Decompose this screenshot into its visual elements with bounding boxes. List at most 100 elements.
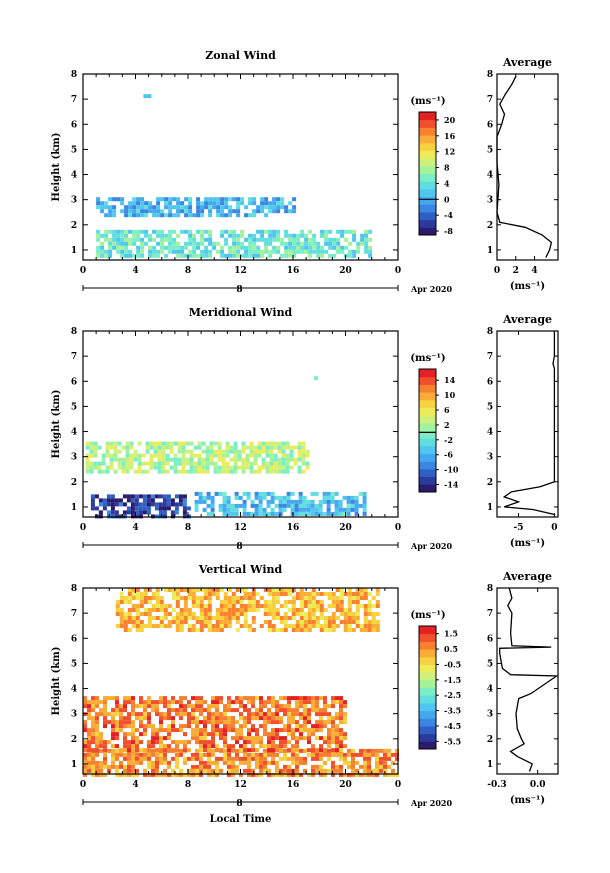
zonal-cell bbox=[272, 209, 277, 214]
vertical-cell bbox=[267, 608, 272, 612]
vertical-cell bbox=[287, 772, 291, 777]
vertical-cell bbox=[311, 700, 315, 705]
vertical-cell bbox=[363, 756, 367, 761]
vertical-cell bbox=[363, 592, 368, 596]
zonal-xtick-label: 12 bbox=[234, 266, 247, 276]
meridional-cell bbox=[277, 445, 282, 450]
meridional-cell bbox=[153, 445, 158, 450]
vertical-cell bbox=[199, 696, 203, 701]
vertical-cell bbox=[355, 624, 360, 628]
vertical-cell bbox=[147, 716, 151, 721]
vertical-cell bbox=[283, 628, 288, 632]
vertical-cell bbox=[135, 736, 139, 741]
meridional-cell bbox=[354, 503, 359, 508]
vertical-cell bbox=[319, 600, 324, 604]
meridional-cell bbox=[93, 441, 98, 446]
meridional-cell bbox=[289, 453, 294, 458]
zonal-cell bbox=[156, 213, 161, 218]
vertical-cell bbox=[235, 596, 240, 600]
zonal-cell bbox=[124, 249, 129, 254]
vertical-cell bbox=[103, 708, 107, 713]
vertical-cell bbox=[175, 708, 179, 713]
vertical-cell bbox=[187, 616, 192, 620]
zonal-cell bbox=[148, 205, 153, 210]
vertical-cell bbox=[395, 756, 399, 761]
vertical-cell bbox=[291, 628, 296, 632]
meridional-cell bbox=[149, 457, 154, 462]
zonal-cell bbox=[320, 249, 325, 254]
meridional-cell bbox=[246, 511, 251, 516]
meridional-cell bbox=[350, 507, 355, 512]
vertical-cell bbox=[203, 760, 207, 765]
vertical-cell bbox=[319, 736, 323, 741]
zonal-cell bbox=[236, 209, 241, 214]
vertical-cell bbox=[155, 700, 159, 705]
vertical-cell bbox=[295, 712, 299, 717]
zonal-cell bbox=[224, 237, 229, 242]
vertical-cell bbox=[127, 720, 131, 725]
meridional-cell bbox=[181, 449, 186, 454]
vertical-cell bbox=[99, 772, 103, 777]
vertical-cell bbox=[343, 612, 348, 616]
vertical-cell bbox=[91, 760, 95, 765]
meridional-cell bbox=[206, 511, 211, 516]
vertical-cell bbox=[143, 612, 148, 616]
vertical-cell bbox=[135, 752, 139, 757]
meridional-cell bbox=[157, 461, 162, 466]
vertical-cell bbox=[183, 732, 187, 737]
meridional-cell bbox=[142, 498, 147, 503]
meridional-cell bbox=[362, 491, 367, 496]
vertical-cell bbox=[203, 724, 207, 729]
vertical-cell bbox=[323, 712, 327, 717]
vertical-cell bbox=[139, 628, 144, 632]
vertical-cell bbox=[147, 612, 152, 616]
vertical-cell bbox=[339, 620, 344, 624]
vertical-cell bbox=[243, 756, 247, 761]
vertical-cell bbox=[283, 728, 287, 733]
zonal-cell bbox=[204, 245, 209, 250]
vertical-cell bbox=[211, 736, 215, 741]
zonal-cell bbox=[184, 241, 189, 246]
zonal-colorbar-swatch bbox=[419, 135, 436, 144]
zonal-colorbar-label: 12 bbox=[444, 147, 455, 157]
vertical-cell bbox=[351, 628, 356, 632]
vertical-cell bbox=[363, 616, 368, 620]
zonal-cell bbox=[188, 237, 193, 242]
meridional-cell bbox=[177, 461, 182, 466]
vertical-cell bbox=[331, 596, 336, 600]
vertical-cell bbox=[227, 744, 231, 749]
meridional-cell bbox=[301, 453, 306, 458]
vertical-cell bbox=[87, 716, 91, 721]
vertical-cell bbox=[371, 612, 376, 616]
vertical-cell bbox=[143, 732, 147, 737]
vertical-cell bbox=[195, 748, 199, 753]
vertical-cell bbox=[239, 760, 243, 765]
vertical-cell bbox=[131, 616, 136, 620]
vertical-cell bbox=[251, 772, 255, 777]
vertical-cell bbox=[283, 600, 288, 604]
meridional-cell bbox=[149, 461, 154, 466]
vertical-cell bbox=[131, 740, 135, 745]
vertical-cell bbox=[259, 624, 264, 628]
meridional-cell bbox=[165, 441, 170, 446]
meridional-cell bbox=[221, 453, 226, 458]
vertical-cell bbox=[283, 740, 287, 745]
vertical-cell bbox=[331, 704, 335, 709]
zonal-cell bbox=[332, 253, 337, 258]
vertical-cell bbox=[243, 588, 248, 592]
vertical-cell bbox=[151, 624, 156, 628]
vertical-cell bbox=[255, 752, 259, 757]
vertical-cell bbox=[139, 696, 143, 701]
vertical-cell bbox=[319, 712, 323, 717]
vertical-cell bbox=[247, 720, 251, 725]
meridional-cell bbox=[118, 498, 123, 503]
vertical-cell bbox=[87, 752, 91, 757]
vertical-cell bbox=[127, 612, 132, 616]
zonal-ytick-label: 8 bbox=[71, 70, 77, 80]
zonal-cell bbox=[280, 197, 285, 202]
meridional-cell bbox=[146, 510, 151, 515]
zonal-cell bbox=[216, 241, 221, 246]
meridional-cell bbox=[249, 453, 254, 458]
meridional-cell bbox=[290, 499, 295, 504]
meridional-cell bbox=[230, 503, 235, 508]
